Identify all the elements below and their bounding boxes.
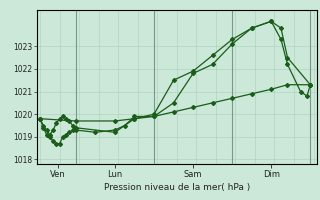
X-axis label: Pression niveau de la mer( hPa ): Pression niveau de la mer( hPa ) <box>104 183 250 192</box>
